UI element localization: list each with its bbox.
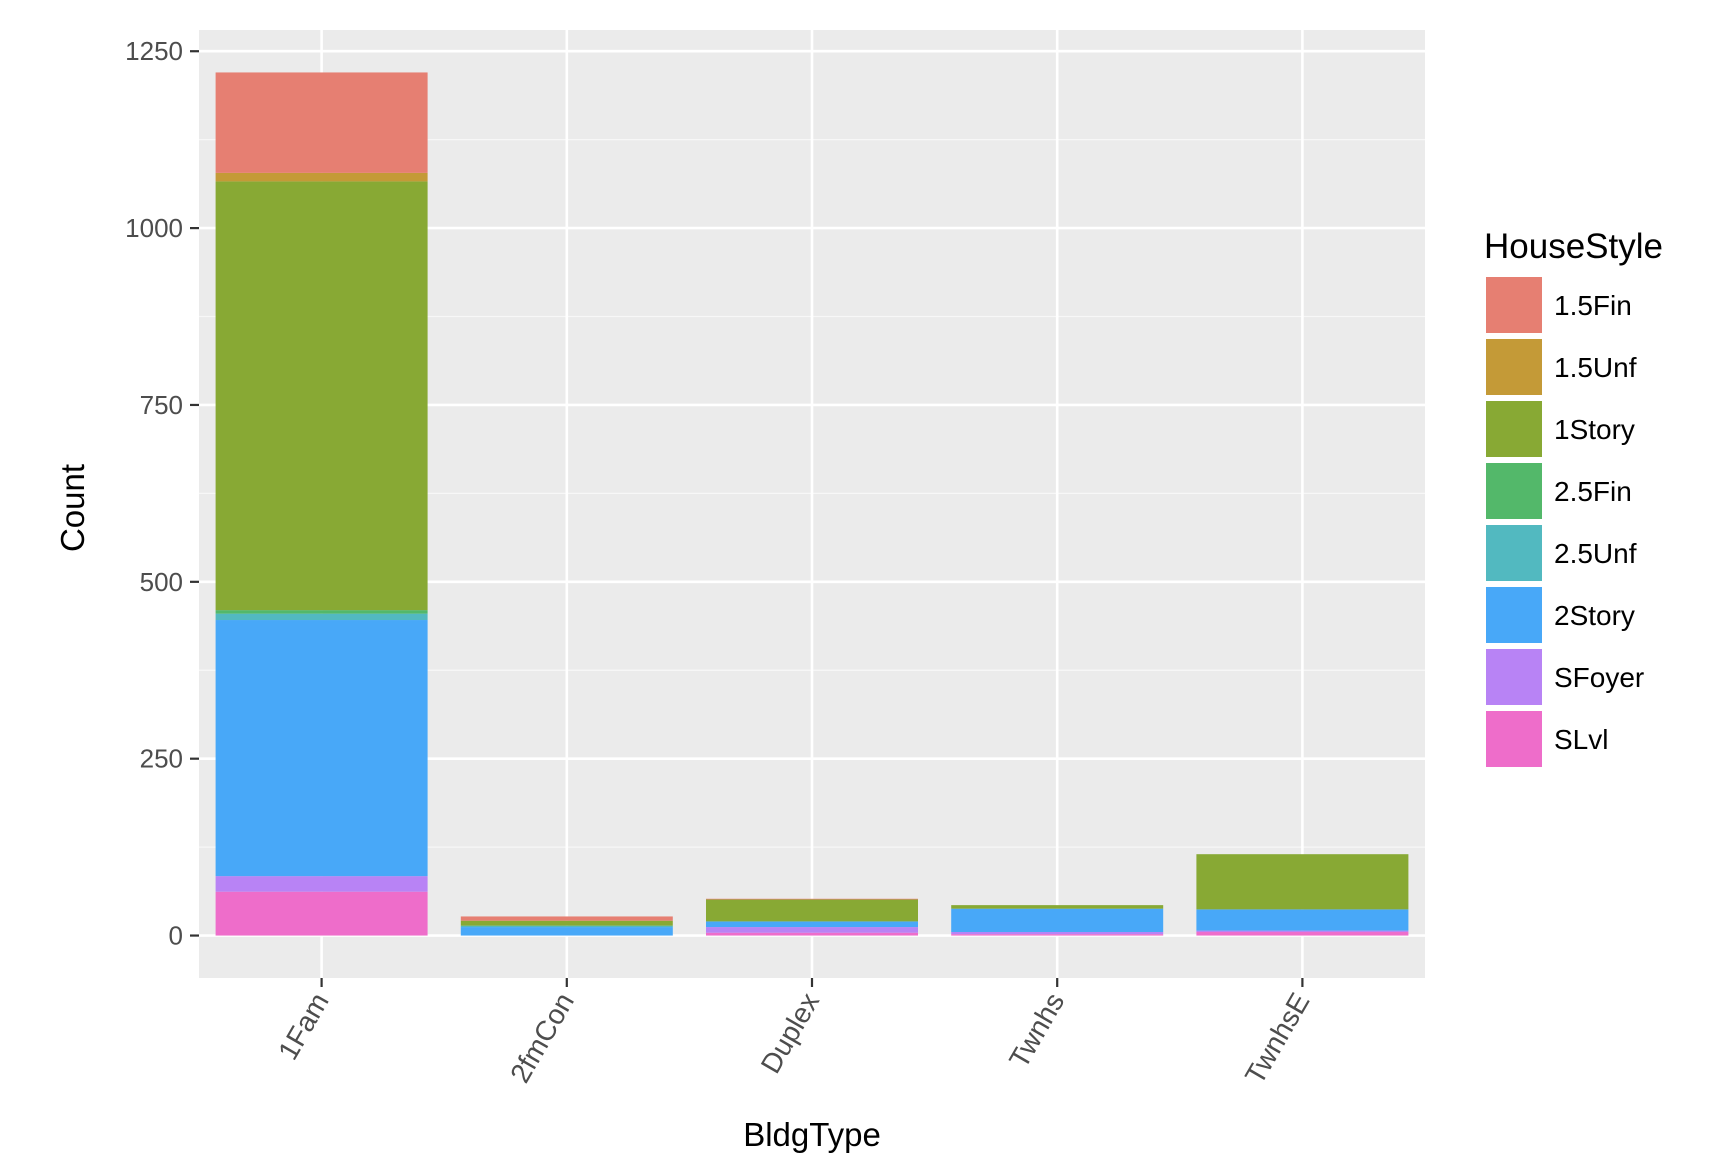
legend-label: 2.5Unf bbox=[1554, 538, 1637, 569]
bar-Twnhs-SLvl bbox=[951, 934, 1164, 936]
bar-1Fam-SFoyer bbox=[215, 876, 428, 892]
legend-label: 2.5Fin bbox=[1554, 476, 1632, 507]
bar-2fmCon-2.5Unf bbox=[460, 925, 673, 928]
bar-Duplex-SLvl bbox=[706, 932, 918, 936]
bar-Duplex-1Story bbox=[706, 899, 918, 922]
bar-1Fam-1.5Unf bbox=[215, 172, 428, 182]
y-tick-label: 0 bbox=[169, 921, 183, 951]
bar-1Fam-2.5Unf bbox=[215, 613, 428, 621]
bar-TwnhsE-1Story bbox=[1196, 854, 1409, 910]
legend-key-SFoyer bbox=[1486, 649, 1542, 705]
legend-label: SLvl bbox=[1554, 724, 1608, 755]
bar-1Fam-1.5Fin bbox=[215, 72, 428, 173]
bar-2fmCon-1Story bbox=[460, 920, 673, 926]
x-tick-label: 1Fam bbox=[272, 988, 335, 1065]
y-axis-title: Count bbox=[54, 464, 91, 552]
y-tick-label: 250 bbox=[140, 744, 183, 774]
bar-1Fam-SLvl bbox=[215, 891, 428, 936]
bar-2fmCon-1.5Fin bbox=[460, 916, 673, 921]
legend-title: HouseStyle bbox=[1484, 227, 1663, 266]
x-tick-label: Duplex bbox=[755, 988, 825, 1079]
legend-label: SFoyer bbox=[1554, 662, 1644, 693]
y-tick-label: 500 bbox=[140, 567, 183, 597]
bar-Twnhs-2Story bbox=[951, 908, 1164, 933]
bar-TwnhsE-2Story bbox=[1196, 909, 1409, 931]
y-tick-label: 1250 bbox=[125, 36, 183, 66]
bar-1Fam-2Story bbox=[215, 620, 428, 877]
legend-key-1Story bbox=[1486, 401, 1542, 457]
y-tick-label: 750 bbox=[140, 390, 183, 420]
bar-1Fam-1Story bbox=[215, 181, 428, 611]
legend-label: 1.5Unf bbox=[1554, 352, 1637, 383]
y-tick-label: 1000 bbox=[125, 213, 183, 243]
bar-Duplex-SFoyer bbox=[706, 927, 918, 933]
legend-key-2.5Fin bbox=[1486, 463, 1542, 519]
bar-Duplex-2Story bbox=[706, 921, 918, 928]
legend-key-1.5Fin bbox=[1486, 277, 1542, 333]
bar-Duplex-1.5Fin bbox=[706, 898, 918, 900]
legend-label: 1Story bbox=[1554, 414, 1635, 445]
x-axis-title: BldgType bbox=[743, 1116, 881, 1153]
legend-label: 2Story bbox=[1554, 600, 1635, 631]
bar-Twnhs-SFoyer bbox=[951, 932, 1164, 935]
legend-key-2.5Unf bbox=[1486, 525, 1542, 581]
y-axis: 0 250 500 750 1000 1250 bbox=[125, 36, 199, 951]
bar-1Fam-2.5Fin bbox=[215, 610, 428, 614]
bars bbox=[215, 72, 1409, 936]
bar-TwnhsE-SLvl bbox=[1196, 932, 1409, 936]
x-tick-label: TwnhsE bbox=[1239, 988, 1316, 1090]
x-tick-label: 2fmCon bbox=[504, 988, 580, 1088]
legend-key-1.5Unf bbox=[1486, 339, 1542, 395]
bar-2fmCon-2Story bbox=[460, 927, 673, 936]
legend: HouseStyle 1.5Fin 1.5Unf 1Story 2.5Fin 2.5Un… bbox=[1484, 227, 1663, 768]
x-axis: 1Fam 2fmCon Duplex Twnhs TwnhsE bbox=[272, 978, 1316, 1090]
legend-label: 1.5Fin bbox=[1554, 290, 1632, 321]
bar-Twnhs-1Story bbox=[951, 905, 1164, 909]
legend-key-2Story bbox=[1486, 587, 1542, 643]
legend-key-SLvl bbox=[1486, 711, 1542, 767]
x-tick-label: Twnhs bbox=[1003, 988, 1070, 1074]
bar-TwnhsE-SFoyer bbox=[1196, 930, 1409, 933]
